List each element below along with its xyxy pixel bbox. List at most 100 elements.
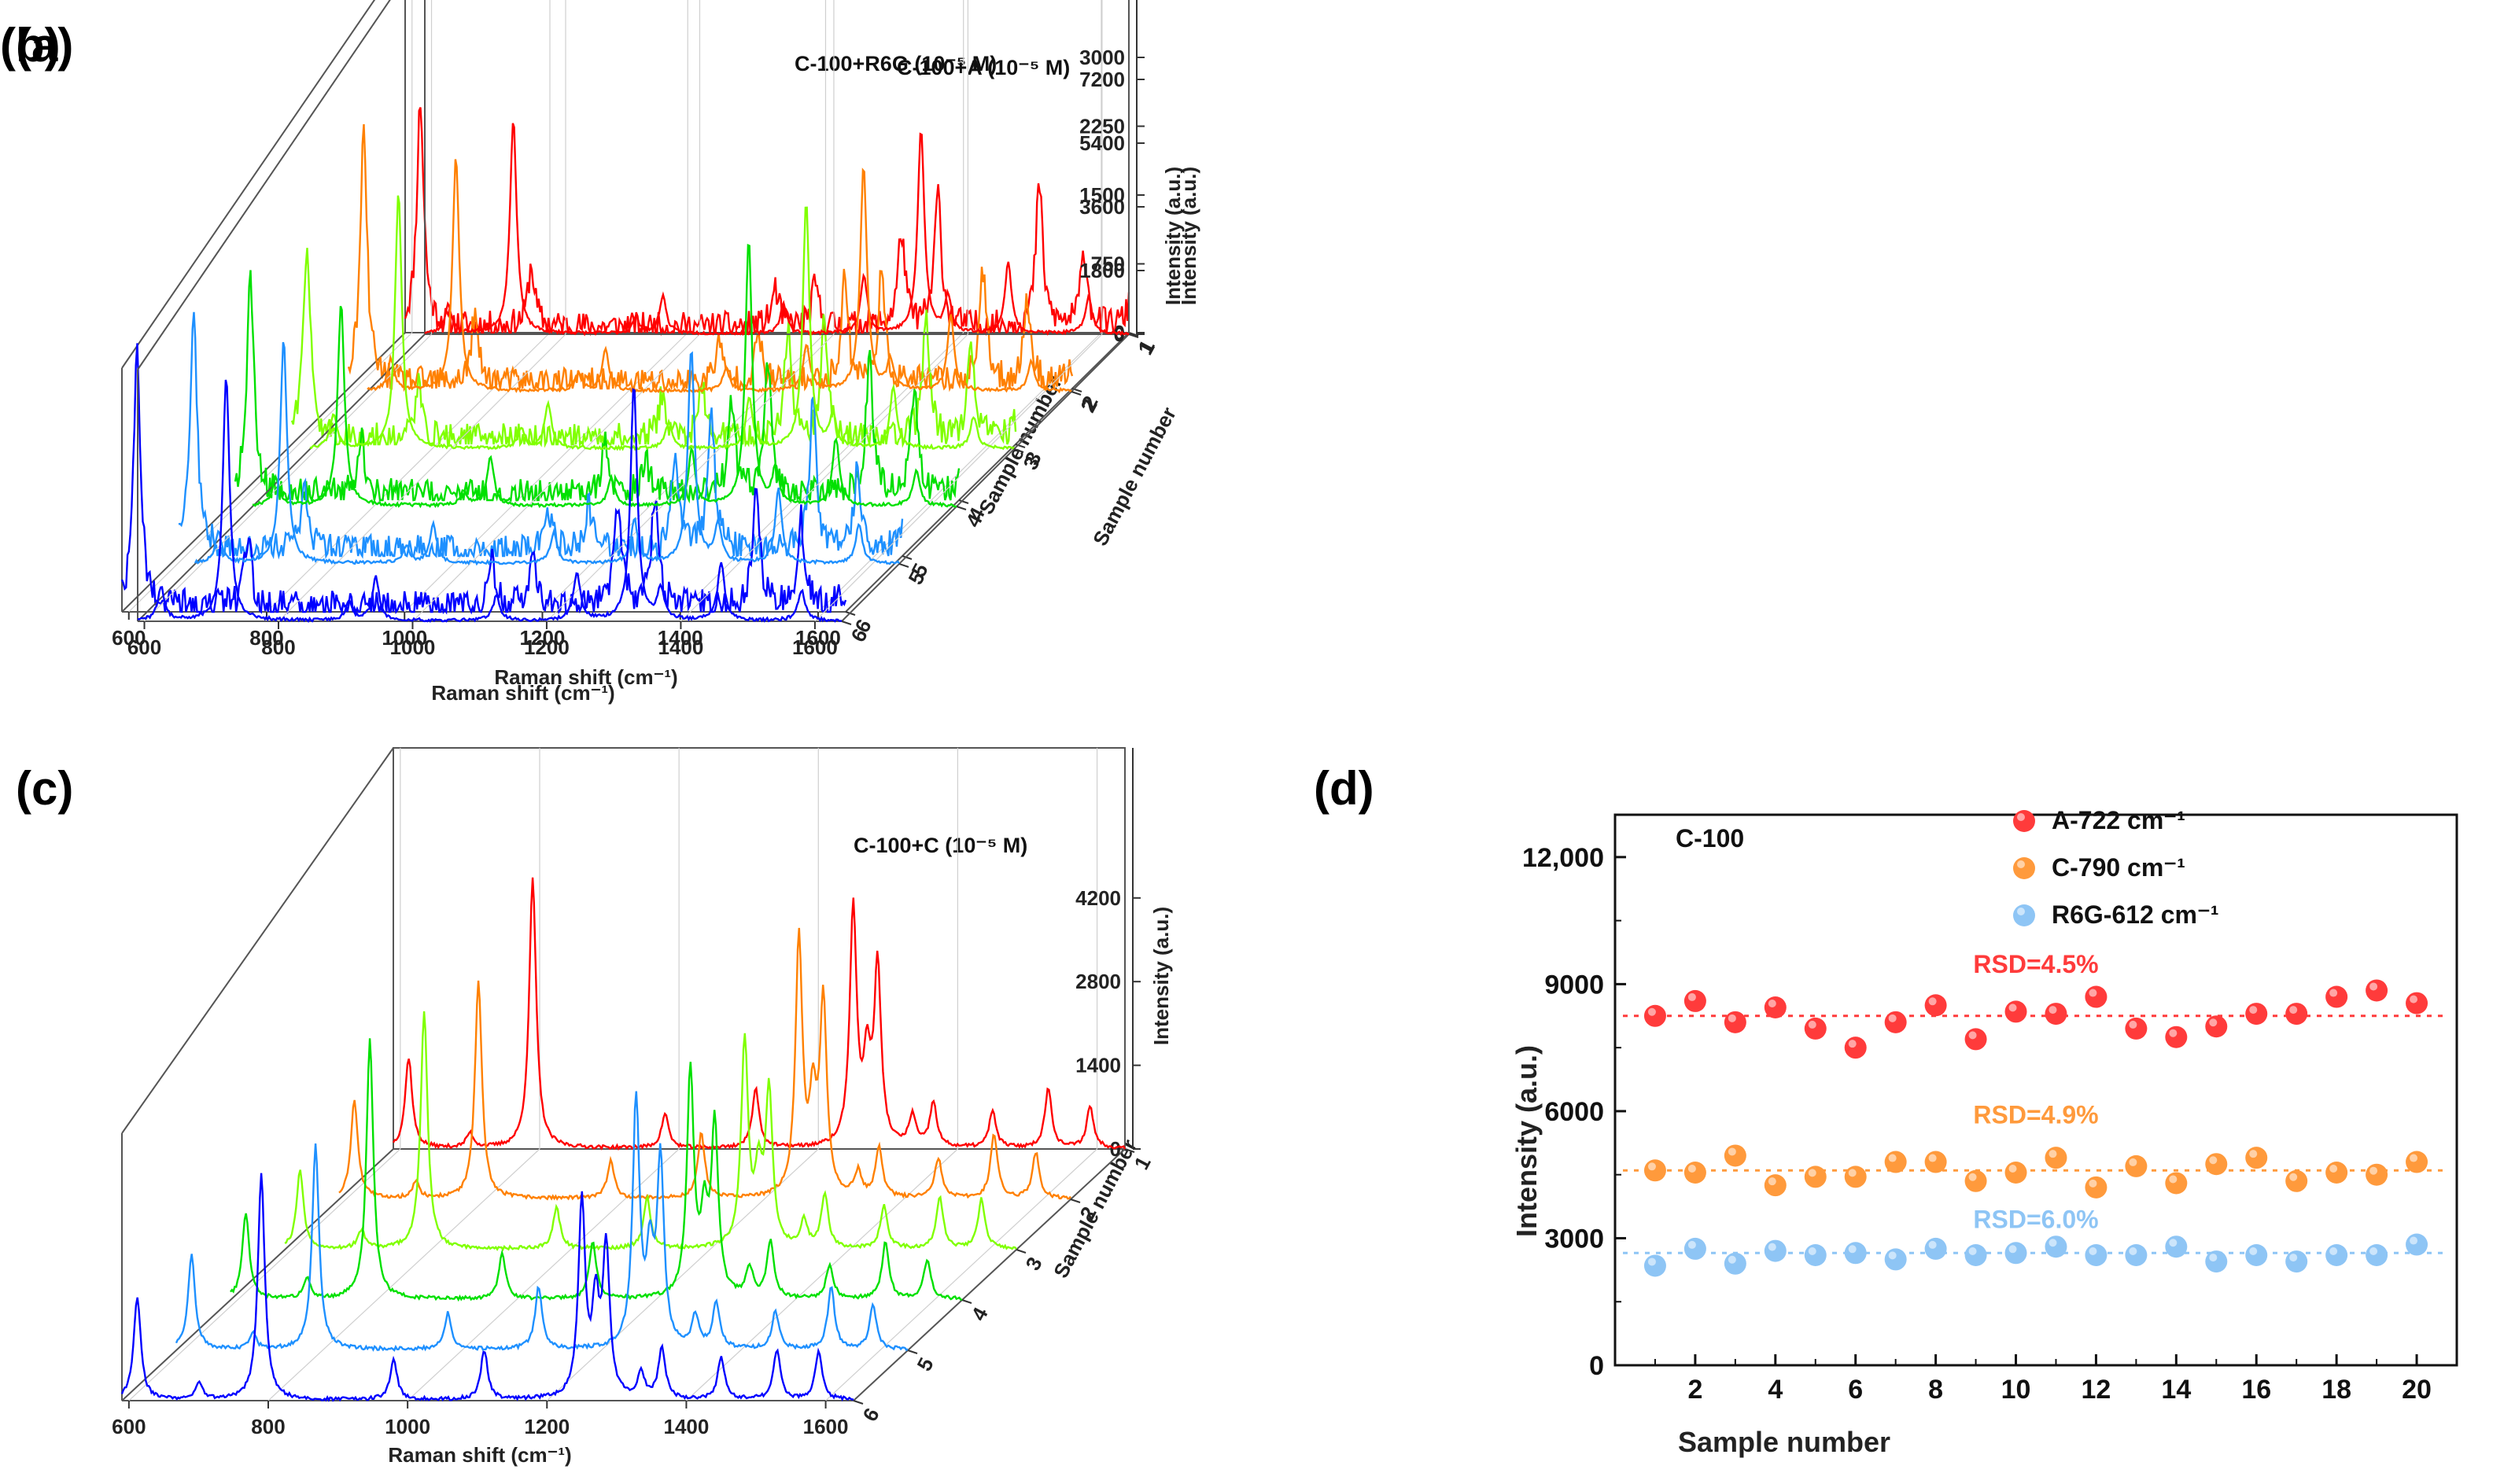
point-highlight	[2289, 1173, 2298, 1181]
legend-entry: C-790 cm⁻¹	[2052, 853, 2185, 882]
z-tick-label: 3600	[1079, 195, 1125, 219]
sample-tick	[956, 506, 967, 510]
data-point	[2085, 1244, 2108, 1266]
floor-grid-line	[825, 1148, 1097, 1401]
point-highlight	[2049, 1239, 2057, 1247]
point-highlight	[1968, 1031, 1977, 1040]
spectrum-sample-6	[120, 1173, 854, 1402]
floor-grid-line	[128, 332, 413, 613]
point-highlight	[1928, 1240, 1937, 1249]
spectrum-sample-2	[338, 927, 1071, 1201]
point-highlight	[2209, 1018, 2218, 1027]
point-marker	[1643, 1159, 1666, 1182]
point-marker	[1724, 1144, 1746, 1167]
panel-label: (d)	[1314, 762, 1374, 815]
point-highlight	[2329, 1165, 2338, 1173]
point-highlight	[2209, 1254, 2218, 1262]
point-marker	[2285, 1250, 2308, 1273]
y-axis-label: Intensity (a.u.)	[1510, 1045, 1543, 1237]
spectrum-sample-1	[424, 123, 1130, 337]
spectrum-sample-3	[284, 1011, 1017, 1252]
point-marker	[1924, 1237, 1947, 1260]
point-highlight	[1728, 1255, 1736, 1264]
spectrum-sample-5	[194, 341, 900, 566]
x-tick-label: 600	[127, 635, 161, 659]
left-depth-edge	[121, 332, 406, 613]
point-marker	[1804, 1017, 1827, 1040]
point-highlight	[2249, 1247, 2258, 1255]
z-tick-label: 750	[1091, 252, 1125, 276]
point-highlight	[2049, 1006, 2057, 1014]
x-tick-label: 14	[2161, 1375, 2191, 1405]
axes-frame	[121, 747, 1141, 1409]
data-point	[2406, 1151, 2428, 1173]
x-axis-label: Raman shift (cm⁻¹)	[388, 1443, 571, 1467]
panel-label: (a)	[16, 19, 73, 72]
legend-marker	[2013, 857, 2035, 879]
data-point	[1683, 1162, 1706, 1184]
data-point	[1964, 1169, 1987, 1192]
data-point	[1724, 1252, 1746, 1275]
sample-tick	[902, 555, 913, 560]
point-highlight	[2008, 1165, 2017, 1173]
z-axis-label: Intensity (a.u.)	[1149, 907, 1173, 1045]
data-point	[2045, 1147, 2067, 1169]
point-marker	[1724, 1252, 1746, 1275]
x-tick-label: 1400	[664, 1415, 710, 1438]
chart-title: C-100+A (10⁻⁵ M)	[897, 56, 1070, 79]
point-marker	[1764, 1239, 1787, 1262]
z-tick-label: 1400	[1075, 1054, 1121, 1077]
point-marker	[1844, 1037, 1867, 1059]
z-tick-label: 4200	[1075, 886, 1121, 910]
z-tick-label: 1800	[1079, 259, 1125, 282]
point-highlight	[1848, 1245, 1857, 1254]
point-marker	[2045, 1235, 2067, 1258]
point-highlight	[1728, 1014, 1736, 1022]
point-marker	[2245, 1003, 2268, 1026]
axes-frame	[137, 0, 1145, 629]
data-point	[2325, 985, 2348, 1008]
data-point	[1724, 1144, 1746, 1167]
x-tick-label: 12	[2082, 1375, 2111, 1405]
point-marker	[2004, 1242, 2027, 1265]
data-point	[1804, 1017, 1827, 1040]
sample-tick-label: 3	[1020, 1253, 1046, 1274]
data-point	[1804, 1244, 1827, 1266]
rsd-label: RSD=6.0%	[1973, 1205, 2098, 1233]
point-marker	[2406, 1233, 2428, 1256]
data-point	[2004, 1162, 2027, 1184]
sample-tick	[898, 563, 909, 568]
point-highlight	[2289, 1254, 2298, 1262]
sample-axis-line	[841, 333, 1130, 622]
point-marker	[2125, 1244, 2148, 1266]
back-wall	[393, 747, 1126, 1150]
point-highlight	[1808, 1020, 1816, 1029]
chart-c-svg: (c) C-100+C (10⁻⁵ M) Raman shift (cm⁻¹) …	[16, 747, 1173, 1467]
point-highlight	[1888, 1154, 1897, 1162]
spectrum-sample-6	[137, 379, 843, 624]
left-top-edge	[137, 0, 391, 370]
data-point	[1924, 1151, 1947, 1173]
point-highlight	[2169, 1029, 2178, 1037]
point-highlight	[1768, 1243, 1776, 1251]
point-marker	[1683, 1237, 1706, 1260]
spectrum-sample-1	[404, 107, 1130, 337]
point-highlight	[2089, 1247, 2097, 1255]
data-point	[2085, 1176, 2108, 1199]
spectrum-sample-4	[252, 243, 957, 509]
legend-marker-highlight	[2017, 860, 2025, 868]
point-highlight	[1968, 1247, 1977, 1255]
data-point	[2406, 992, 2428, 1014]
legend-marker-highlight	[2017, 908, 2025, 915]
point-highlight	[1928, 1154, 1937, 1162]
point-highlight	[2410, 995, 2418, 1003]
point-marker	[2085, 1244, 2108, 1266]
point-marker	[1884, 1248, 1907, 1271]
data-point	[2406, 1233, 2428, 1256]
data-point	[2004, 1000, 2027, 1023]
point-highlight	[1888, 1251, 1897, 1260]
floor-grid-line	[407, 1148, 680, 1401]
x-tick-label: 10	[2001, 1375, 2031, 1405]
point-highlight	[2249, 1150, 2258, 1158]
point-marker	[2245, 1147, 2268, 1169]
